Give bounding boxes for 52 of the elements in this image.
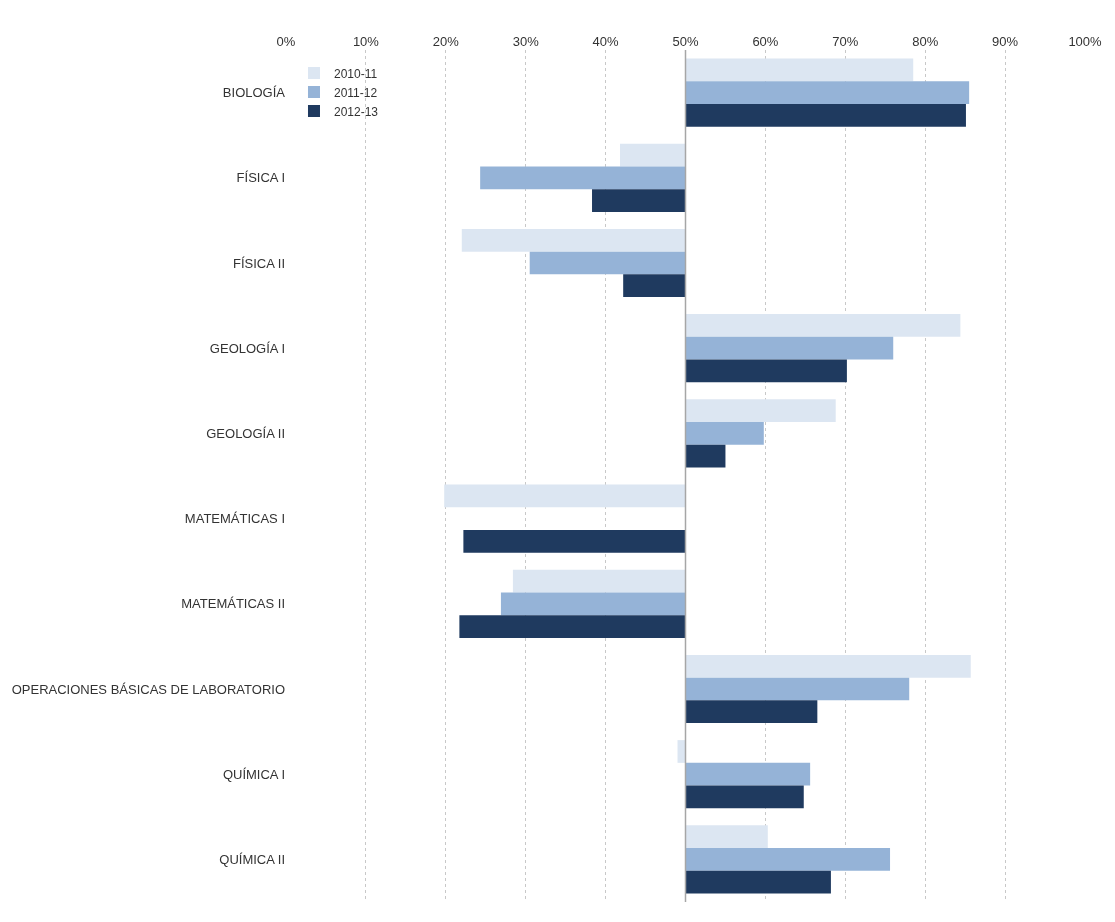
bar (685, 81, 970, 104)
y-tick-label: BIOLOGÍA (222, 85, 286, 101)
y-tick-label: QUÍMICA II (219, 851, 285, 867)
bar (619, 143, 686, 167)
bar (685, 677, 910, 701)
bar (685, 103, 966, 127)
bar (685, 700, 818, 724)
bar (592, 189, 686, 212)
y-tick-label: FÍSICA II (232, 255, 285, 271)
bar (500, 592, 686, 616)
x-tick-label: 30% (512, 34, 540, 50)
bar (685, 825, 768, 849)
bar (461, 228, 686, 252)
y-tick-label: GEOLOGÍA I (209, 340, 285, 356)
bar (480, 166, 686, 190)
bar (529, 251, 686, 275)
y-tick-label: MATEMÁTICAS I (184, 511, 285, 527)
bar (623, 274, 686, 298)
x-tick-label: 70% (832, 34, 859, 50)
x-tick-label: 50% (672, 34, 699, 50)
legend-label: 2011-12 (333, 85, 378, 100)
bar (685, 58, 914, 82)
y-tick-label: QUÍMICA I (222, 766, 285, 782)
legend-label: 2010-11 (333, 66, 378, 81)
x-tick-label: 20% (432, 34, 460, 50)
bar (459, 615, 686, 638)
x-tick-label: 10% (352, 34, 380, 50)
bar (685, 848, 891, 871)
bar (685, 359, 847, 383)
bar (685, 399, 836, 423)
bar (685, 444, 726, 468)
bar (685, 870, 831, 894)
bar (685, 336, 894, 360)
bar (512, 569, 686, 593)
x-tick-label: 0% (276, 34, 296, 50)
bar (685, 762, 811, 786)
bar (685, 785, 804, 809)
y-tick-label: GEOLOGÍA II (206, 425, 285, 441)
x-tick-label: 100% (1068, 34, 1103, 50)
x-tick-label: 90% (992, 34, 1019, 50)
bar (685, 654, 971, 678)
bar (463, 529, 686, 553)
x-tick-label: 40% (592, 34, 620, 50)
bar (685, 314, 961, 337)
x-tick-label: 60% (752, 34, 779, 50)
legend-label: 2012-13 (333, 104, 379, 119)
y-tick-label: OPERACIONES BÁSICAS DE LABORATORIO (11, 681, 285, 697)
x-tick-label: 80% (912, 34, 939, 50)
bar (444, 484, 686, 508)
y-tick-label: FÍSICA I (236, 170, 285, 186)
y-tick-label: MATEMÁTICAS II (181, 596, 285, 612)
bar (685, 422, 764, 445)
